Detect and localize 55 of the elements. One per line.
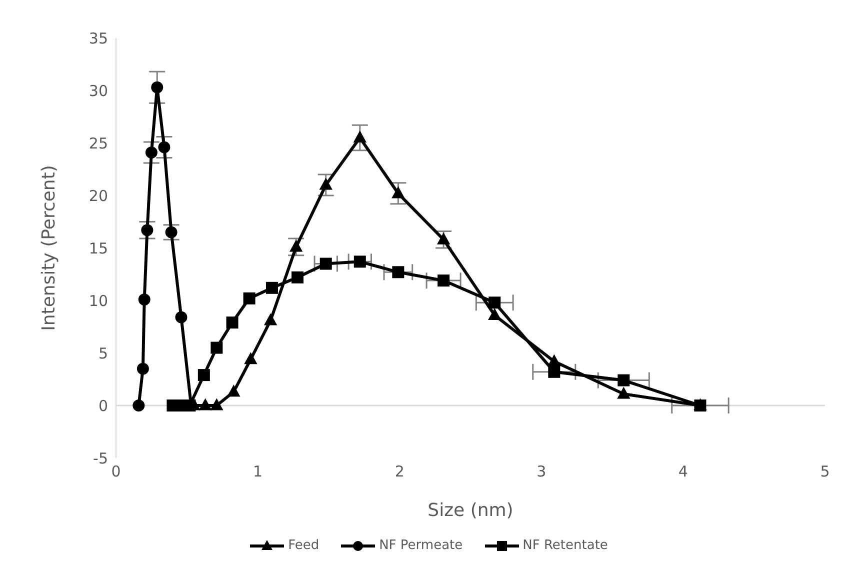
x-tick-label: 3 <box>536 462 546 481</box>
y-tick-label: 35 <box>88 29 108 48</box>
legend-label: Feed <box>287 538 320 553</box>
point <box>488 308 502 320</box>
point <box>548 354 561 366</box>
y-tick-label: 15 <box>88 239 108 258</box>
y-tick-label: 0 <box>98 396 108 415</box>
x-tick-label: 4 <box>678 462 688 481</box>
point <box>226 316 238 329</box>
point <box>617 386 630 399</box>
y-axis-title: Intensity (Percent) <box>38 165 60 331</box>
point <box>320 258 332 270</box>
legend-label: NF Retentate <box>522 538 608 553</box>
y-tick-label: 10 <box>88 292 108 310</box>
point <box>548 366 560 378</box>
point <box>145 146 158 158</box>
point <box>227 384 240 397</box>
point <box>138 293 150 306</box>
point <box>136 362 149 375</box>
point <box>289 240 303 252</box>
point <box>132 400 145 412</box>
point <box>198 398 212 410</box>
point <box>266 282 278 294</box>
point <box>243 292 256 304</box>
point <box>210 398 224 410</box>
x-axis-title: Size (nm) <box>428 500 514 521</box>
point <box>244 352 258 364</box>
point <box>264 313 278 326</box>
point <box>353 130 366 143</box>
y-tick-label: 30 <box>88 82 108 100</box>
point <box>488 296 501 309</box>
point <box>392 266 404 278</box>
y-tick-label: 25 <box>88 134 108 152</box>
point <box>292 271 304 284</box>
legend-label: NF Permeate <box>378 538 463 553</box>
x-tick-label: 0 <box>111 462 121 481</box>
point <box>151 81 164 94</box>
point <box>165 226 178 238</box>
point <box>438 274 450 287</box>
point <box>210 342 223 354</box>
point <box>618 374 630 386</box>
point <box>436 232 450 244</box>
x-tick-label: 2 <box>394 462 404 481</box>
y-tick-label: 20 <box>88 186 108 205</box>
point <box>198 369 210 382</box>
point <box>141 224 154 236</box>
point <box>175 311 188 324</box>
y-tick-label: 5 <box>98 344 108 362</box>
y-tick-label: -5 <box>93 449 108 468</box>
x-tick-label: 5 <box>820 462 830 481</box>
point <box>392 186 405 198</box>
point <box>354 256 366 268</box>
point <box>319 178 332 190</box>
point <box>158 141 170 154</box>
x-tick-label: 1 <box>253 462 263 481</box>
